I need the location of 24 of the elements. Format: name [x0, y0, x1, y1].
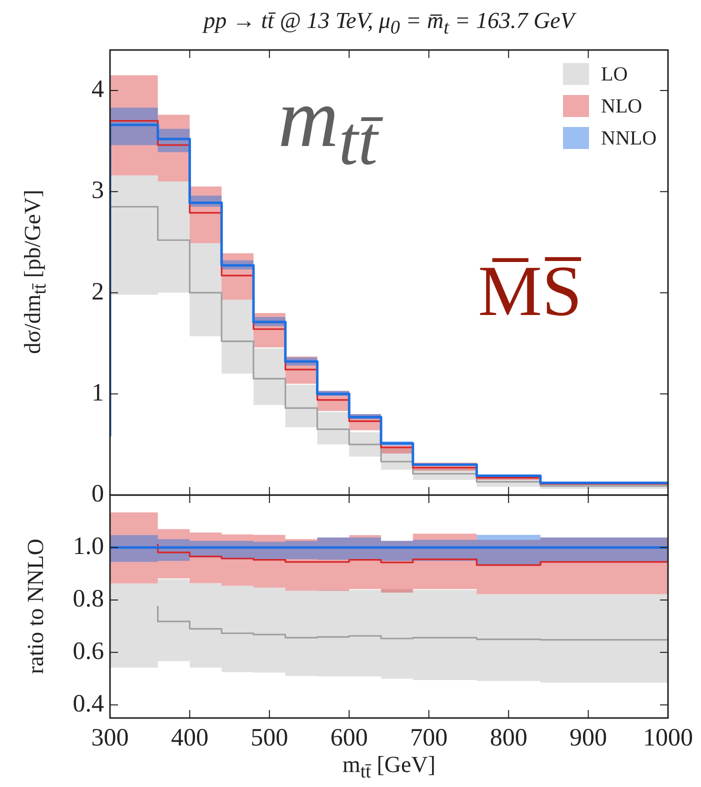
x-tick-label: 400 — [170, 724, 208, 752]
x-tick-label: 600 — [330, 724, 368, 752]
x-tick-label: 1000 — [643, 724, 693, 752]
y-axis-title: ratio to NNLO — [23, 538, 49, 674]
y-tick-label: 2 — [92, 278, 104, 306]
y-tick-label: 1 — [92, 379, 104, 406]
y-tick-label: 0.4 — [72, 690, 104, 718]
chart-title: pp → tt̄ @ 13 TeV, μ$_{0}$ = m̅$_{t}$ = 163.7 GeV — [201, 8, 578, 40]
y-tick-label: 0 — [92, 480, 104, 508]
y-tick-label: 0.8 — [72, 586, 104, 613]
y-tick-label: 4 — [92, 76, 104, 104]
y-tick-label: 3 — [92, 177, 104, 204]
x-tick-label: 800 — [490, 724, 528, 752]
legend-label: NLO — [601, 95, 642, 118]
legend-label: NNLO — [601, 127, 657, 150]
x-tick-label: 500 — [250, 724, 288, 752]
x-axis-title: m$_{tt̄}$ [GeV] — [341, 752, 437, 784]
y-tick-label: 0.6 — [72, 638, 104, 665]
legend-label: LO — [601, 63, 628, 86]
y-tick-label: 1.0 — [72, 533, 104, 560]
x-tick-label: 300 — [91, 724, 129, 752]
annotation: M̅S̅ — [478, 250, 582, 333]
x-tick-label: 700 — [410, 724, 448, 752]
x-tick-label: 900 — [570, 724, 608, 752]
